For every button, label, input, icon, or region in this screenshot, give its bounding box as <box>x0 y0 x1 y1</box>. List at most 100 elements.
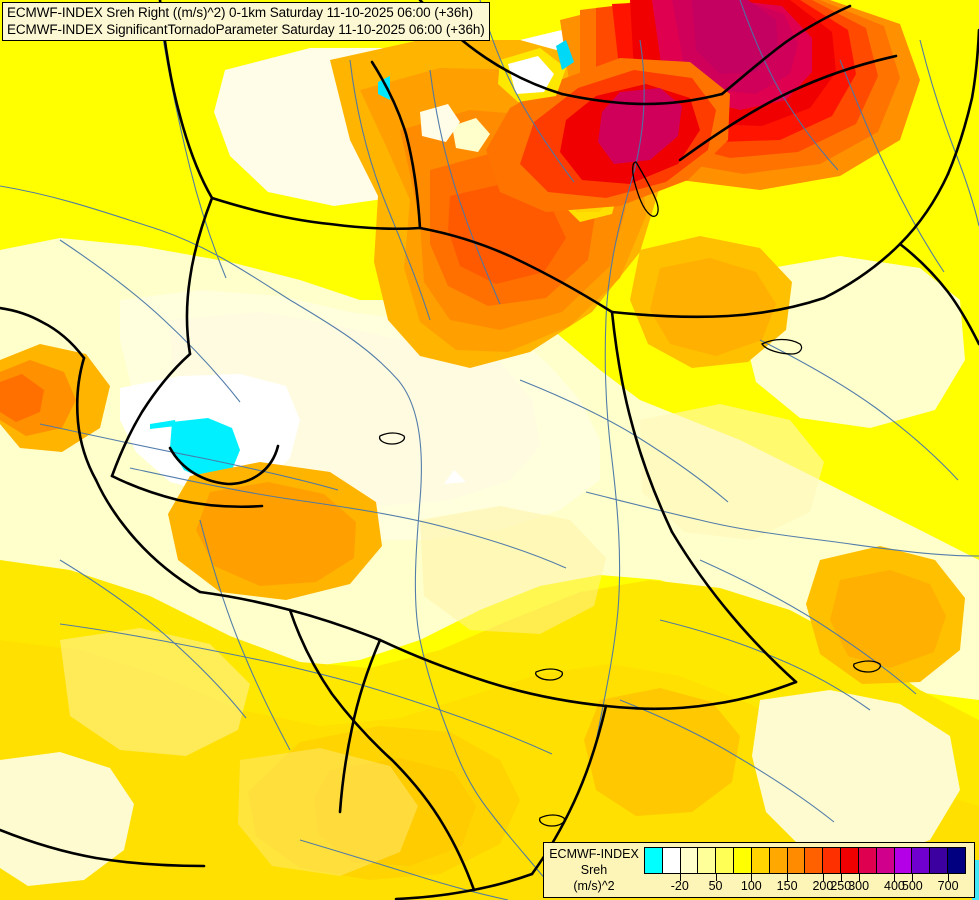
legend-swatch-15 <box>912 848 931 873</box>
legend-tick-mark-1 <box>715 874 717 881</box>
border-at-hu <box>75 356 98 482</box>
lake-outline-small-4 <box>853 660 882 673</box>
legend-source-label: ECMWF-INDEX <box>549 847 639 861</box>
river-vah <box>349 59 431 321</box>
contour-band-orange-center-5 <box>448 184 566 284</box>
legend-tick-mark-2 <box>751 874 753 881</box>
border-coast-adriatic <box>110 474 264 509</box>
legend-tick-label-6: 300 <box>848 879 870 893</box>
border-at-north2 <box>185 196 214 356</box>
legend-tick-mark-7 <box>894 874 896 881</box>
legend-variable-label: Sreh <box>580 863 608 877</box>
legend-swatch-2 <box>680 848 699 873</box>
legend-swatch-11 <box>841 848 859 873</box>
right-edge-cyan-strip <box>972 860 979 900</box>
legend-tick-mark-6 <box>858 874 860 881</box>
river-east-3 <box>759 339 959 481</box>
contour-texture-1 <box>60 628 250 756</box>
border-rs-s <box>394 872 534 900</box>
river-se-1 <box>619 699 835 823</box>
border-si-s <box>110 352 192 478</box>
legend-label-block: ECMWF-INDEX Sreh (m/s)^2 <box>544 843 644 894</box>
legend-tick-label-3: 150 <box>776 879 798 893</box>
legend-swatch-7 <box>769 848 788 873</box>
contour-right-orange5 <box>584 688 740 816</box>
river-drava <box>129 467 567 569</box>
legend-tick-label-5: 250 <box>830 879 852 893</box>
legend-swatch-strip <box>644 847 966 874</box>
contour-center-white-hole1 <box>452 118 490 152</box>
contour-blob-left-orange3 <box>0 374 44 422</box>
border-hu-ro2 <box>670 530 798 684</box>
legend-tick-strip: -20 50 100 150 200 250 300 400 500 700 <box>644 874 966 896</box>
legend-swatch-9 <box>805 848 824 873</box>
border-lake-balaton-outline <box>168 444 280 486</box>
border-cz-sk-hu-north <box>210 196 422 231</box>
river-far-s <box>299 839 509 900</box>
contour-band-ne-crimson3 <box>692 0 778 74</box>
legend-swatch-8 <box>787 848 806 873</box>
river-east-4 <box>699 559 917 695</box>
river-sw-2 <box>59 559 247 719</box>
lake-balaton <box>170 418 240 480</box>
lake-outline-small-1 <box>761 338 803 355</box>
legend-tick-label-0: -20 <box>670 879 689 893</box>
legend-swatch-1 <box>662 848 681 873</box>
contour-texture-3 <box>640 404 824 540</box>
title-line-2: ECMWF-INDEX SignificantTornadoParameter … <box>7 22 485 37</box>
border-sk-hu <box>418 226 614 314</box>
legend-tick-mark-0 <box>679 874 681 881</box>
legend-swatch-3 <box>698 848 717 873</box>
contour-tongue-crimson-core <box>598 88 682 164</box>
title-line-1: ECMWF-INDEX Sreh Right ((m/s)^2) 0-1km S… <box>7 5 474 20</box>
lake-outline-small-3 <box>535 668 564 681</box>
legend-swatch-0 <box>645 848 663 873</box>
border-si-at <box>94 478 202 594</box>
legend-swatch-4 <box>716 848 735 873</box>
contour-center-white-hole2 <box>420 104 460 142</box>
river-hron <box>429 69 501 305</box>
legend-tick-mark-5 <box>840 874 842 881</box>
legend-swatch-10 <box>823 848 842 873</box>
lake-balaton-tail <box>150 420 176 429</box>
legend-tick-mark-8 <box>912 874 914 881</box>
contour-bottom-pale-right <box>752 690 960 862</box>
cyan-marker-top <box>378 76 390 100</box>
river-sava <box>59 623 553 755</box>
border-hu-ro <box>610 310 674 534</box>
border-ua-north <box>678 54 898 162</box>
contour-right-orange4 <box>830 570 946 668</box>
river-danube-mid <box>289 299 453 743</box>
legend-tick-label-8: 500 <box>901 879 923 893</box>
lake-outlines-layer <box>378 161 882 827</box>
contour-texture-2 <box>420 506 606 634</box>
river-maros <box>585 491 979 557</box>
border-sk-ua <box>610 296 826 319</box>
legend-tick-label-1: 50 <box>708 879 723 893</box>
river-east-1 <box>839 59 945 273</box>
legend-units-label: (m/s)^2 <box>573 879 615 893</box>
legend-panel: ECMWF-INDEX Sreh (m/s)^2 -20 50 100 150 200 2… <box>543 842 975 898</box>
river-mura <box>39 423 339 491</box>
border-pl-ua <box>720 4 852 96</box>
river-danube-upper <box>0 185 291 301</box>
contour-texture-4 <box>238 748 418 876</box>
lake-outline-small-2 <box>378 432 406 445</box>
contour-right-orange2 <box>650 258 776 356</box>
border-far-bottom <box>0 828 206 868</box>
border-at-west <box>0 306 86 360</box>
contour-bottomleft-pale <box>0 752 134 886</box>
river-sw-1 <box>199 519 291 751</box>
border-pl-sk2 <box>560 92 724 106</box>
river-tisza <box>595 39 645 743</box>
river-danube-lower <box>451 741 547 881</box>
legend-swatch-17 <box>948 848 965 873</box>
legend-swatch-14 <box>894 848 913 873</box>
legend-color-scale: -20 50 100 150 200 250 300 400 500 700 <box>644 843 974 896</box>
legend-tick-label-2: 100 <box>740 879 762 893</box>
legend-swatch-5 <box>734 848 752 873</box>
legend-tick-mark-4 <box>822 874 824 881</box>
